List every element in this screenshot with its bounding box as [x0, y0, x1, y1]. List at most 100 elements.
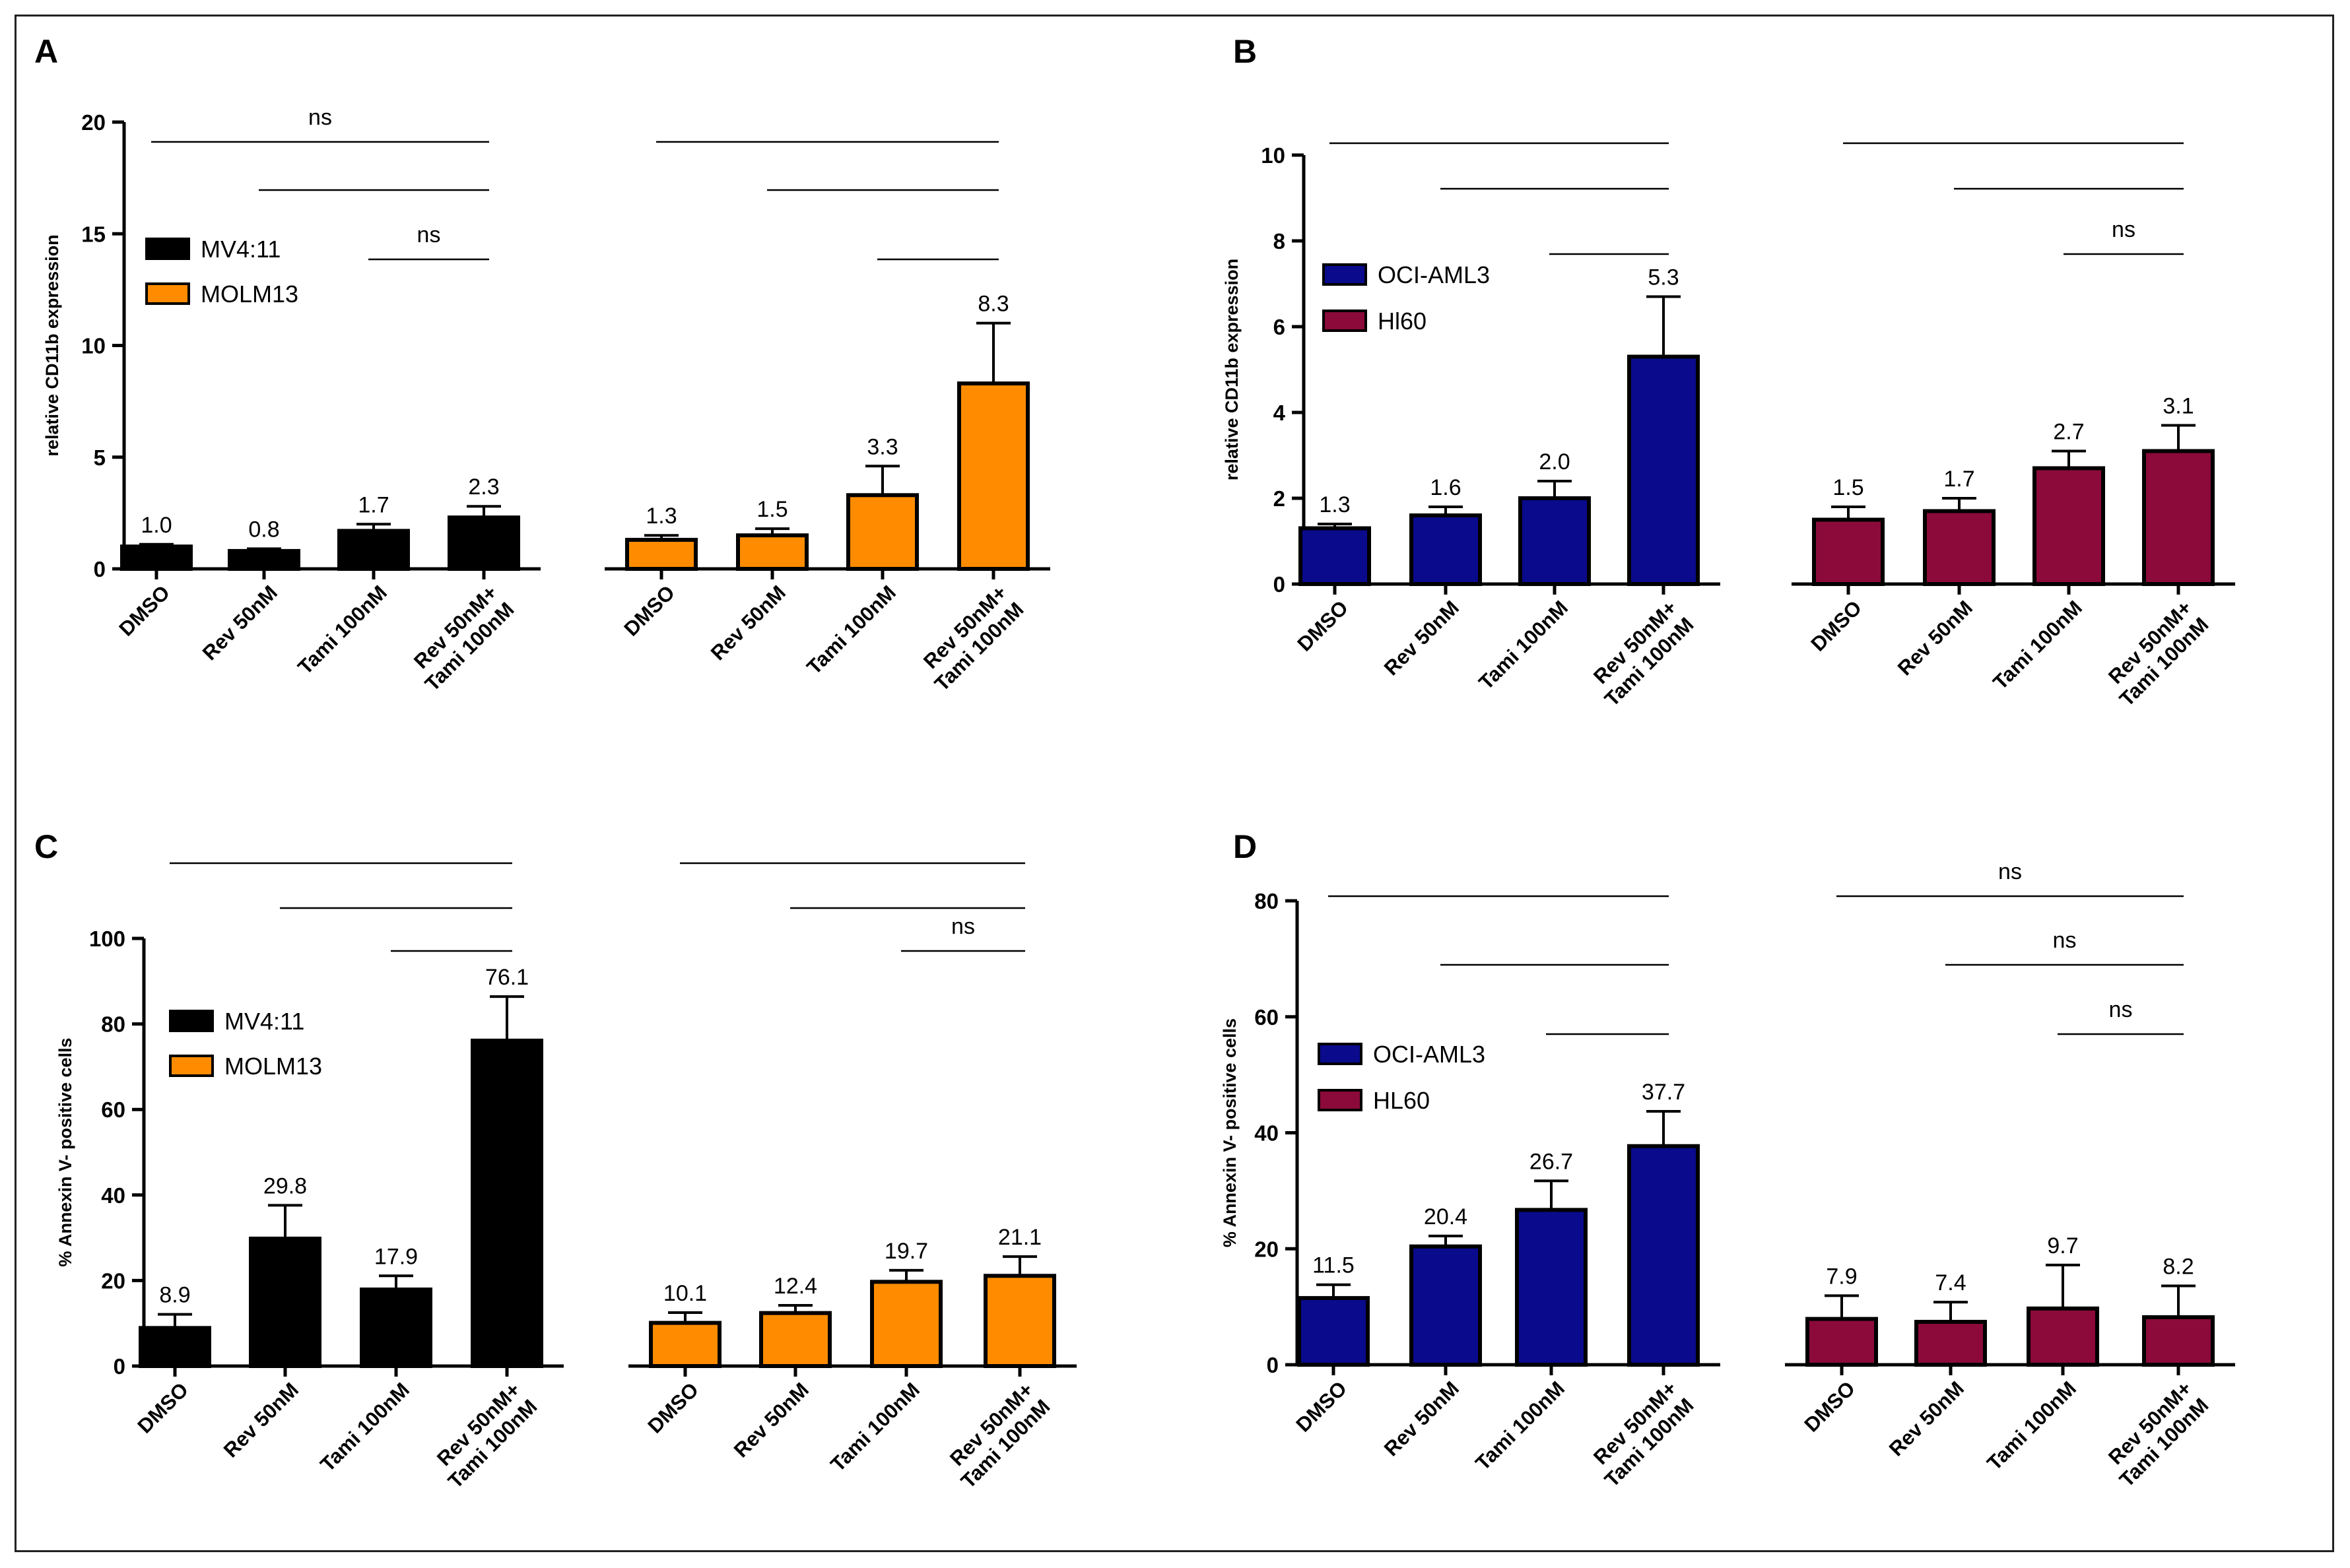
bar-molm13 — [846, 493, 919, 571]
bar-oci-aml3 — [1627, 354, 1700, 586]
data-label: 29.8 — [263, 1173, 307, 1198]
x-tick-label: Tami 100nM — [1988, 596, 2087, 694]
y-tick-label: 40 — [1254, 1121, 1279, 1146]
data-label: 21.1 — [998, 1225, 1042, 1250]
legend-label: MV4:11 — [224, 1008, 304, 1035]
x-tick-label: DMSO — [619, 581, 679, 641]
x-tick-label: Rev 50nM — [219, 1378, 303, 1462]
y-axis-label: % Annexin V- positive cells — [1220, 1018, 1240, 1247]
data-label: 2.0 — [1539, 449, 1570, 474]
data-label: 9.7 — [2047, 1233, 2078, 1258]
x-tick-label: Rev 50nM+Tami 100nM — [426, 1378, 541, 1493]
x-tick-label: DMSO — [1806, 596, 1866, 656]
data-label: 5.3 — [1648, 265, 1679, 290]
y-tick-label: 20 — [81, 110, 106, 135]
significance-label: ns — [951, 914, 975, 939]
x-tick-label: Tami 100nM — [826, 1378, 924, 1476]
y-tick-label: 0 — [94, 557, 106, 581]
legend-swatch — [1318, 1043, 1362, 1065]
bar-mv4-11 — [139, 1326, 211, 1369]
bar-molm13 — [625, 537, 698, 571]
data-label: 1.5 — [1832, 475, 1863, 500]
y-tick-label: 4 — [1273, 401, 1286, 425]
data-label: 11.5 — [1312, 1253, 1355, 1278]
bar-oci-aml3 — [1298, 526, 1371, 586]
bar-oci-aml3 — [1409, 513, 1482, 586]
data-label: 8.2 — [2163, 1254, 2194, 1279]
x-tick-label: Tami 100nM — [1474, 596, 1572, 694]
x-tick-label: Rev 50nM — [1885, 1377, 1968, 1460]
y-tick-label: 0 — [114, 1354, 125, 1379]
significance-label: ns — [2112, 217, 2135, 242]
significance-label: ns — [2053, 928, 2077, 953]
data-label: 1.6 — [1430, 475, 1461, 500]
panel-c: C 0 20 40 60 80 100 % Annexin V- positive cells… — [34, 828, 1077, 1493]
data-label: 12.4 — [774, 1274, 817, 1299]
y-tick-label: 5 — [94, 445, 106, 470]
x-tick-label: Rev 50nM — [729, 1378, 813, 1462]
data-label: 10.1 — [663, 1281, 707, 1306]
bar-molm13 — [736, 533, 809, 571]
legend-label: HL60 — [1373, 1087, 1430, 1114]
data-label: 1.5 — [756, 497, 788, 522]
bar-mv4-11 — [249, 1236, 321, 1368]
significance-label: ns — [1998, 859, 2022, 884]
bar-mv4-11 — [337, 529, 410, 572]
x-tick-label: DMSO — [1292, 596, 1353, 656]
significance-label: ns — [2109, 997, 2133, 1022]
bar-oci-aml3 — [1409, 1244, 1482, 1367]
bar-molm13 — [957, 381, 1030, 571]
data-label: 1.7 — [358, 492, 389, 517]
y-tick-label: 2 — [1273, 486, 1285, 511]
bar-hl60 — [1923, 509, 1996, 586]
panel-letter: B — [1233, 33, 1257, 70]
data-label: 2.3 — [468, 474, 499, 500]
panel-d: D 0 20 40 60 80 % Annexin V- positive cells 11.… — [1220, 828, 2235, 1491]
legend-label: Hl60 — [1378, 308, 1427, 335]
bar-oci-aml3 — [1627, 1144, 1700, 1367]
x-tick-label: DMSO — [1799, 1377, 1860, 1437]
bar-molm13 — [870, 1280, 943, 1368]
data-label: 20.4 — [1424, 1204, 1467, 1229]
data-label: 7.9 — [1826, 1264, 1857, 1289]
y-tick-label: 0 — [1273, 572, 1285, 597]
bar-mv4-11 — [360, 1288, 432, 1369]
bar-hl60 — [2032, 466, 2105, 586]
y-tick-label: 60 — [101, 1097, 125, 1122]
legend-label: OCI-AML3 — [1373, 1041, 1485, 1068]
x-tick-label: Rev 50nM+Tami 100nM — [403, 581, 518, 696]
data-label: 19.7 — [885, 1239, 928, 1264]
y-axis-label: % Annexin V- positive cells — [55, 1037, 75, 1266]
y-tick-label: 10 — [1261, 143, 1285, 168]
y-tick-label: 100 — [89, 927, 125, 951]
legend-label: OCI-AML3 — [1378, 261, 1490, 288]
bar-molm13 — [649, 1321, 722, 1368]
x-tick-label: Rev 50nM — [1893, 596, 1977, 680]
x-tick-label: Rev 50nM+Tami 100nM — [2098, 1377, 2213, 1491]
y-tick-label: 20 — [101, 1268, 125, 1293]
panel-letter: D — [1233, 828, 1257, 865]
bar-molm13 — [984, 1274, 1056, 1368]
panel-a: A 0 5 10 15 20 relative CD11b expression 1.0 DMS… — [34, 33, 1050, 696]
y-tick-label: 6 — [1273, 315, 1285, 339]
x-tick-label: Rev 50nM+Tami 100nM — [939, 1378, 1054, 1493]
bar-molm13 — [759, 1311, 832, 1368]
bar-hl60 — [1914, 1319, 1987, 1367]
significance-label: ns — [308, 105, 332, 130]
legend-swatch — [1322, 263, 1367, 286]
bar-mv4-11 — [120, 544, 193, 572]
data-label: 2.7 — [2053, 420, 2084, 445]
figure-frame — [15, 15, 2334, 1552]
data-label: 17.9 — [374, 1244, 418, 1269]
bar-hl60 — [2142, 1315, 2215, 1367]
x-tick-label: Rev 50nM+Tami 100nM — [1583, 1377, 1698, 1491]
y-tick-label: 20 — [1254, 1237, 1279, 1261]
x-tick-label: DMSO — [1291, 1377, 1351, 1437]
bar-oci-aml3 — [1515, 1208, 1588, 1367]
legend-swatch — [1322, 310, 1367, 332]
y-tick-label: 80 — [1254, 889, 1279, 913]
legend-label: MV4:11 — [201, 236, 281, 263]
data-label: 1.0 — [141, 513, 172, 538]
panel-b: B 0 2 4 6 8 10 relative CD11b expression 1.3 DMSO… — [1222, 33, 2235, 711]
